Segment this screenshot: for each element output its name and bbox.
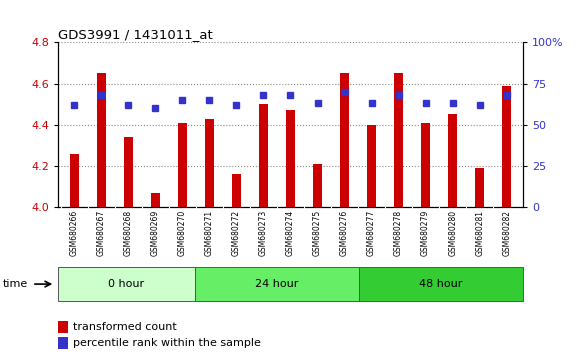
- Bar: [475, 168, 485, 207]
- Bar: [58, 267, 195, 301]
- Bar: [421, 123, 431, 207]
- Bar: [124, 137, 133, 207]
- Text: GSM680273: GSM680273: [259, 210, 268, 256]
- Text: 24 hour: 24 hour: [255, 279, 299, 289]
- Text: time: time: [3, 279, 28, 289]
- Text: GSM680274: GSM680274: [286, 210, 295, 256]
- Bar: [195, 267, 359, 301]
- Text: 0 hour: 0 hour: [109, 279, 145, 289]
- Text: GSM680271: GSM680271: [205, 210, 214, 256]
- Bar: [286, 110, 295, 207]
- Text: transformed count: transformed count: [73, 322, 177, 332]
- Bar: [340, 73, 349, 207]
- Bar: [359, 267, 523, 301]
- Bar: [448, 114, 457, 207]
- Bar: [96, 73, 106, 207]
- Text: GSM680278: GSM680278: [394, 210, 403, 256]
- Text: GSM680270: GSM680270: [178, 210, 187, 256]
- Text: GSM680276: GSM680276: [340, 210, 349, 256]
- Bar: [178, 123, 187, 207]
- Text: GSM680277: GSM680277: [367, 210, 376, 256]
- Text: GSM680280: GSM680280: [448, 210, 457, 256]
- Text: GDS3991 / 1431011_at: GDS3991 / 1431011_at: [58, 28, 213, 41]
- Bar: [150, 193, 160, 207]
- Text: GSM680279: GSM680279: [421, 210, 430, 256]
- Bar: [58, 321, 69, 333]
- Text: GSM680269: GSM680269: [151, 210, 160, 256]
- Text: GSM680267: GSM680267: [97, 210, 106, 256]
- Bar: [367, 125, 376, 207]
- Text: GSM680266: GSM680266: [70, 210, 79, 256]
- Text: percentile rank within the sample: percentile rank within the sample: [73, 338, 261, 348]
- Text: GSM680281: GSM680281: [475, 210, 484, 256]
- Bar: [259, 104, 268, 207]
- Bar: [502, 86, 511, 207]
- Text: GSM680272: GSM680272: [232, 210, 241, 256]
- Bar: [313, 164, 322, 207]
- Bar: [394, 73, 403, 207]
- Text: 48 hour: 48 hour: [419, 279, 462, 289]
- Text: GSM680282: GSM680282: [502, 210, 511, 256]
- Bar: [58, 337, 69, 349]
- Bar: [205, 119, 214, 207]
- Bar: [70, 154, 79, 207]
- Bar: [232, 174, 241, 207]
- Text: GSM680268: GSM680268: [124, 210, 133, 256]
- Text: GSM680275: GSM680275: [313, 210, 322, 256]
